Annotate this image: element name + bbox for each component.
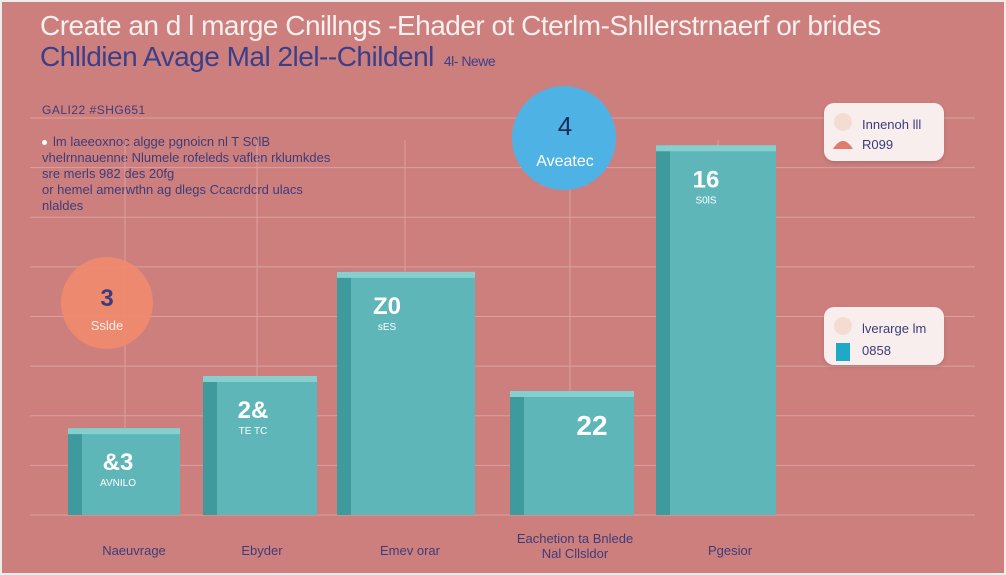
title-line-2-text: Chlldien Avage Mal 2lel--Childenl [40,41,434,72]
bar-top [203,376,317,383]
category-label: Ebyder [241,543,283,558]
bar-sublabel: TE TC [239,426,268,437]
bar-side [203,376,217,515]
info-line: nlaldes [42,198,84,213]
bar-value-label: 22 [576,410,607,441]
bar [82,428,180,515]
info-line: sre merls 982 des 20fg [42,166,175,181]
category-label: Pgesior [708,543,753,558]
bullet-icon [42,140,47,146]
bar [670,145,776,515]
page-title: Create an d l marge Cnillngs -Ehader ot … [40,10,980,77]
info-line-text: lm laeeoxnoc algge pgnoicn nl T S0lB [53,134,271,149]
bar [217,376,317,515]
legend-item-1: Innenoh lll R099 [824,103,944,161]
legend-sublabel: 0858 [862,343,891,358]
bubble-value: 3 [100,285,113,312]
category-label: Eachetion ta Bnlede [517,531,633,546]
bar-sublabel: S0lS [695,195,716,206]
legend-sublabel: R099 [862,137,894,152]
info-line: or hemel amerwthn ag dlegs Ccacrdcrd ula… [42,182,303,197]
bar-top [510,390,634,397]
title-line-1: Create an d l marge Cnillngs -Ehader ot … [40,10,881,41]
title-tag: 4l- Newe [443,53,496,69]
bar-value-label: 2& [238,397,269,424]
info-line: vhelrnnauenne Nlumele rofeleds vaflen rk… [42,150,331,165]
legend-label: Innenoh lll [862,117,922,132]
bar-sublabel: sES [378,322,397,333]
bar-top [68,428,180,435]
info-line: lm laeeoxnoc algge pgnoicn nl T S0lB [42,134,372,150]
category-label: Emev orar [380,543,441,558]
bar-value-label: 16 [693,166,720,193]
bubble-label: Aveatec [536,153,594,170]
bar-side [510,390,524,515]
bubble-circle [61,257,153,349]
bubble-label: Sslde [91,318,124,333]
category-label: Naeuvrage [102,543,166,558]
bar [351,271,475,515]
bubble-circle [512,86,616,190]
category-label: Nal Cllsldor [542,546,609,561]
legend-swatch-icon [832,315,854,361]
info-paragraph: lm laeeoxnoc algge pgnoicn nl T S0lB vhe… [42,134,372,214]
bar-value-label: &3 [103,449,134,476]
legend-label: lverarge lm [862,321,927,336]
legend-item-2: lverarge lm 0858 [824,307,944,365]
bar-side [68,428,82,515]
bubble-value: 4 [558,111,572,141]
title-line-2: Chlldien Avage Mal 2lel--Childenl 4l- New… [40,41,980,77]
bar-top [337,271,475,278]
bar-side [337,271,351,515]
legend-swatch-icon [832,111,854,149]
bar-sublabel: AVNILO [100,478,136,489]
bar [524,390,634,515]
bar-top [656,145,776,152]
bar-value-label: Z0 [373,293,401,320]
bar-side [656,145,670,515]
info-kicker: GALI22 #SHG651 [42,103,146,117]
